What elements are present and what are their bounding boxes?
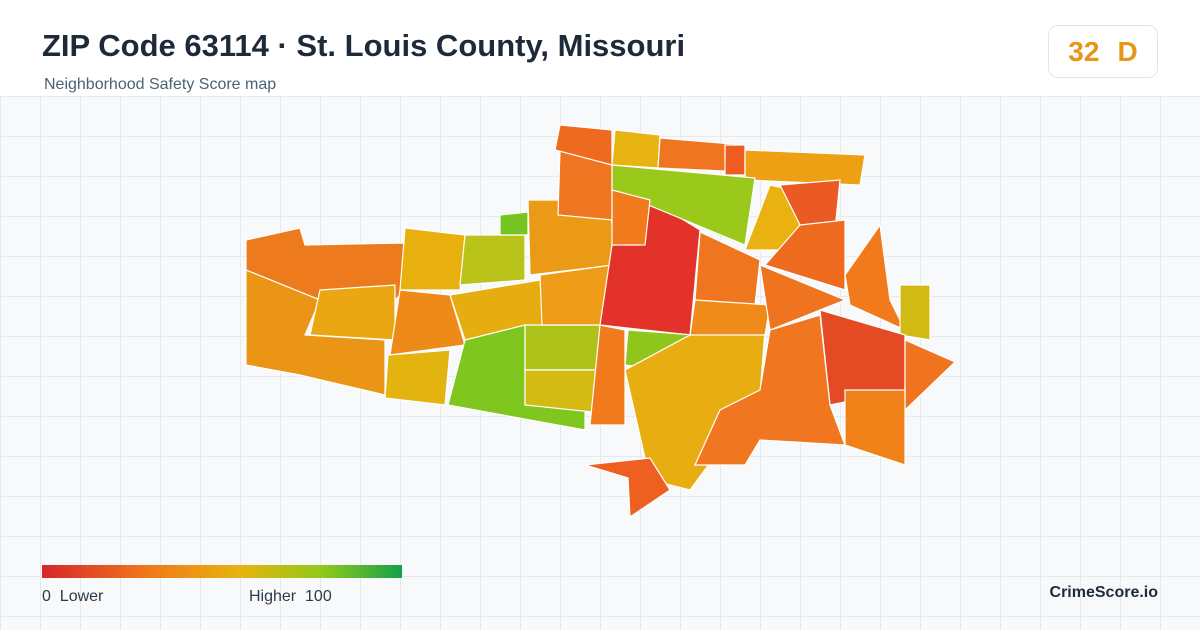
area	[459, 234, 526, 286]
area	[611, 129, 661, 169]
subtitle: Neighborhood Safety Score map	[44, 76, 277, 93]
legend-gradient	[42, 565, 402, 578]
legend-min: 0 Lower	[42, 588, 103, 606]
area	[694, 314, 846, 466]
score-grade: D	[1117, 35, 1138, 67]
neighborhoods	[245, 124, 957, 519]
area	[611, 189, 651, 246]
area	[524, 324, 601, 371]
area	[899, 284, 931, 341]
title: ZIP Code 63114 · St. Louis County, Misso…	[42, 28, 686, 63]
score-badge: 32 D	[1048, 25, 1158, 78]
area	[689, 299, 771, 336]
legend-max-label: Higher	[249, 588, 297, 605]
area	[844, 389, 906, 466]
area	[763, 219, 846, 291]
area	[584, 457, 671, 519]
area	[499, 211, 529, 236]
legend-min-label: Lower	[59, 588, 104, 605]
area	[904, 339, 957, 412]
score-value: 32	[1068, 35, 1100, 67]
area	[724, 144, 746, 176]
area	[844, 223, 907, 332]
legend-max-value: 100	[305, 588, 332, 605]
area	[384, 349, 451, 406]
area	[524, 369, 599, 413]
area	[589, 324, 626, 426]
legend-min-value: 0	[42, 588, 51, 605]
area	[309, 284, 396, 341]
legend-max: Higher 100	[249, 588, 332, 606]
brand: CrimeScore.io	[1049, 584, 1158, 601]
header	[0, 0, 1200, 96]
area	[611, 164, 756, 246]
area	[399, 227, 466, 291]
area	[744, 149, 866, 186]
